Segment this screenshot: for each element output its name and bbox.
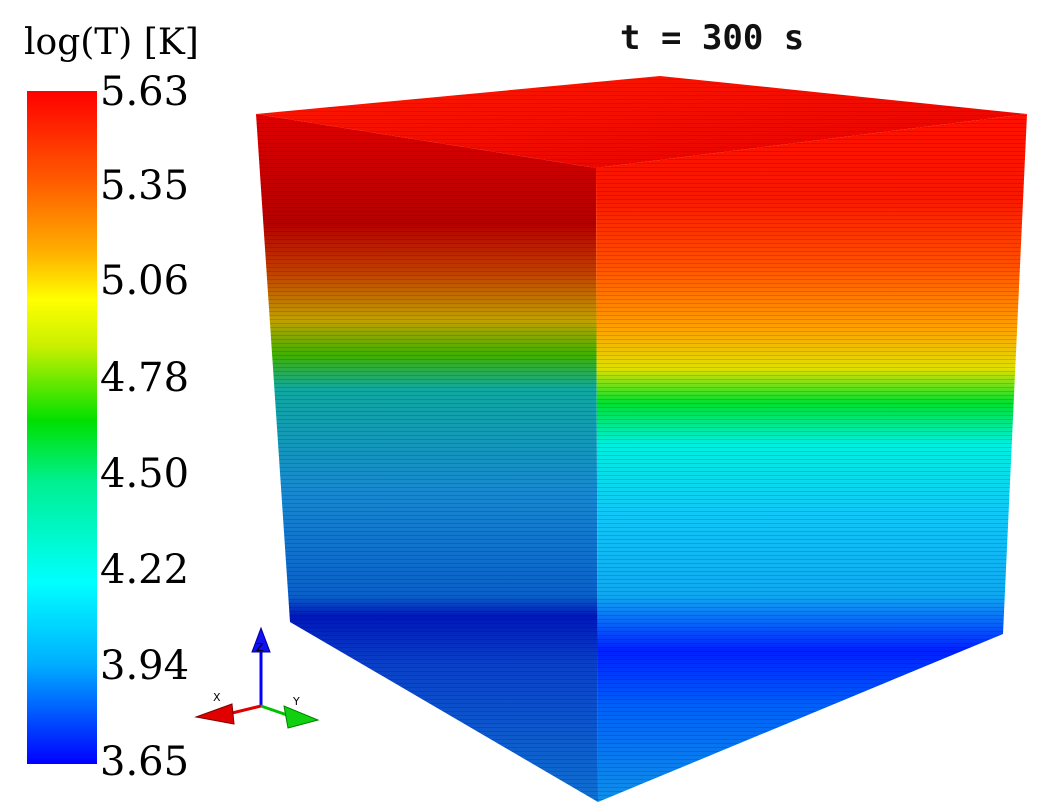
y-axis-arrow-icon bbox=[283, 705, 320, 729]
colorbar-title: log(T) [K] bbox=[24, 22, 199, 63]
cube-front-face-texture bbox=[596, 114, 1027, 802]
colorbar-tick: 3.94 bbox=[100, 643, 190, 689]
time-label: t = 300 s bbox=[620, 18, 805, 58]
colorbar-tick: 5.06 bbox=[100, 258, 190, 304]
colorbar-tick: 3.65 bbox=[100, 739, 190, 785]
colorbar-tick: 5.63 bbox=[100, 69, 190, 115]
colorbar-tick: 4.22 bbox=[100, 547, 190, 593]
y-axis-label: Y bbox=[292, 695, 300, 708]
colorbar-gradient bbox=[27, 91, 97, 764]
z-axis-label: Z bbox=[256, 641, 264, 654]
axes-triad: Z X Y bbox=[194, 626, 320, 729]
x-axis-arrow-icon bbox=[194, 703, 235, 725]
x-axis-label: X bbox=[213, 691, 221, 704]
z-axis-arrow-icon bbox=[251, 626, 271, 653]
colorbar-tick: 4.50 bbox=[100, 451, 190, 497]
cube-left-face-texture bbox=[256, 114, 598, 802]
colorbar-tick: 5.35 bbox=[100, 163, 190, 209]
colorbar-tick: 4.78 bbox=[100, 355, 190, 401]
x-axis-line bbox=[227, 704, 262, 716]
cube-top-face-texture bbox=[256, 76, 1027, 168]
